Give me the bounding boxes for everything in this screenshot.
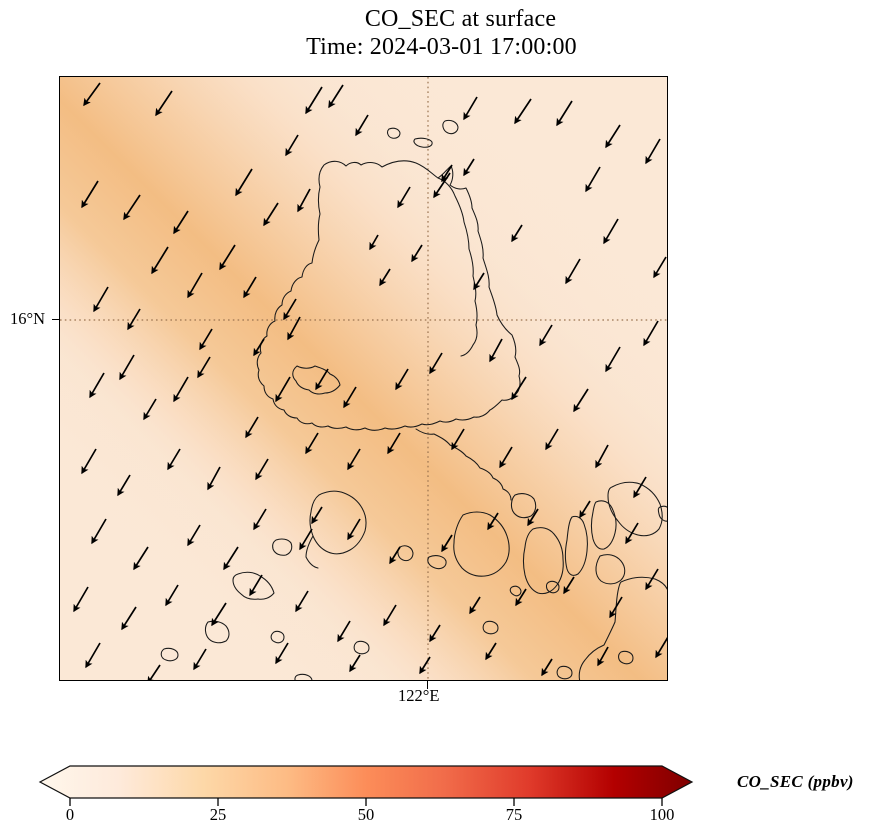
coastline-islet-9 xyxy=(556,665,573,680)
wind-vectors xyxy=(73,82,667,680)
colorbar-canvas xyxy=(38,765,694,806)
coastline-islet-8 xyxy=(618,650,634,665)
coastline-islet-7 xyxy=(545,580,560,594)
lon-axis-label-122e: 122°E xyxy=(398,686,440,705)
coastline-negros xyxy=(522,527,564,595)
coastline-islet-14 xyxy=(294,673,313,680)
coastline-islet-6 xyxy=(509,585,522,597)
map-panel[interactable] xyxy=(59,76,668,681)
colorbar[interactable]: 0 25 50 75 100 CO_SEC (ppbv) xyxy=(0,758,883,836)
coastline-luzon xyxy=(256,160,521,431)
coastline-mindanao xyxy=(578,576,667,680)
concentration-plume xyxy=(60,77,667,680)
page-title: CO_SEC at surface Time: 2024-03-01 17:00… xyxy=(0,5,883,61)
lat-tick-16n xyxy=(52,319,60,321)
coastline-leyte xyxy=(590,500,617,550)
coastline-palawan xyxy=(232,571,275,600)
figure-title-line2: Time: 2024-03-01 17:00:00 xyxy=(306,34,577,60)
coastline-bohol xyxy=(595,554,626,585)
coastline-islet-13 xyxy=(657,505,667,522)
figure-title-line1: CO_SEC at surface xyxy=(364,6,557,32)
coastline-panay xyxy=(453,511,510,577)
coastline-mindoro xyxy=(309,490,367,555)
coastline-islet-12 xyxy=(482,620,499,635)
coastline-samar xyxy=(607,481,663,537)
map-canvas xyxy=(60,77,667,680)
coastline-islet-1 xyxy=(387,127,401,139)
colorbar-tick-label-75: 75 xyxy=(505,805,523,824)
lat-axis-label-16n: 16°N xyxy=(10,309,46,328)
coastline-calamian xyxy=(272,538,293,556)
colorbar-tick-label-100: 100 xyxy=(649,805,675,824)
coastline-masbate xyxy=(510,493,537,519)
coastline-luzon-west-bay xyxy=(292,365,341,395)
coastline-bicol xyxy=(415,428,512,501)
coastline-islet-11 xyxy=(353,640,370,655)
colorbar-title: CO_SEC (ppbv) xyxy=(737,772,854,791)
coastline-islet-15 xyxy=(160,647,179,662)
coastline-islet-5 xyxy=(427,555,447,570)
coastlines xyxy=(160,119,667,680)
lon-tick-122e xyxy=(427,681,429,689)
colorbar-tick-label-50: 50 xyxy=(357,805,375,824)
coastline-islet-10 xyxy=(270,630,285,644)
colorbar-tick-label-25: 25 xyxy=(209,805,227,824)
colorbar-tick-label-0: 0 xyxy=(65,805,75,824)
map-gridlines xyxy=(60,77,667,680)
colorbar-gradient-bar xyxy=(38,765,694,799)
coastline-palawan-2 xyxy=(204,620,230,644)
coastline-cebu xyxy=(564,515,588,576)
coastline-luzon-east xyxy=(437,177,478,357)
coastline-islet-4 xyxy=(397,545,414,562)
coastline-islet-3 xyxy=(442,119,459,135)
coastline-mindoro-south xyxy=(305,535,319,569)
coastline-islet-2 xyxy=(413,137,433,148)
colorbar-ticks xyxy=(69,798,663,806)
